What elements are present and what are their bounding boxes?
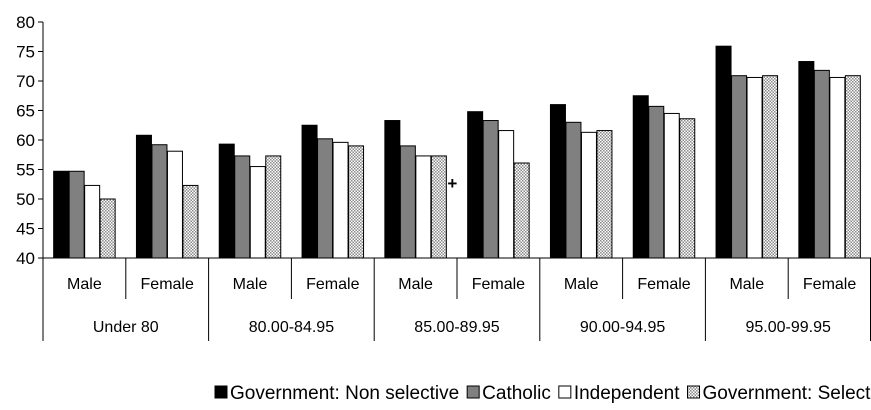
legend-label: Catholic — [482, 383, 551, 404]
bar-government-non-selective-0 — [53, 170, 70, 259]
bar-independent-1 — [166, 150, 183, 259]
x-group-label: 90.00-94.95 — [580, 319, 666, 336]
bar-catholic-2 — [234, 155, 251, 259]
bar-catholic-8 — [731, 75, 748, 259]
bar-catholic-7 — [648, 105, 665, 259]
x-group-label: Under 80 — [93, 319, 159, 336]
x-tick-label: Female — [306, 276, 359, 293]
bar-independent-2 — [249, 166, 266, 259]
y-tick-label: 80 — [16, 13, 35, 32]
x-tick-label: Male — [67, 276, 102, 293]
x-tick-label: Male — [233, 276, 268, 293]
annotations: + — [447, 174, 457, 193]
bar-government-non-selective-3 — [301, 124, 318, 259]
bar-catholic-6 — [565, 121, 582, 259]
legend: Government: Non selective Catholic Indepen… — [214, 383, 871, 404]
x-tick-label: Male — [564, 276, 599, 293]
x-tick-label: Female — [141, 276, 194, 293]
y-tick-label: 55 — [16, 161, 35, 180]
bar-government-selective-4 — [430, 155, 447, 259]
bars — [53, 45, 861, 259]
bar-catholic-9 — [813, 69, 830, 259]
x-tick-label: Female — [472, 276, 525, 293]
bar-government-selective-8 — [762, 75, 779, 259]
bar-independent-3 — [332, 141, 349, 259]
legend-swatch — [687, 385, 700, 399]
bar-government-non-selective-2 — [218, 143, 235, 259]
bar-government-selective-6 — [596, 130, 613, 259]
y-tick-label: 70 — [16, 72, 35, 91]
bar-catholic-5 — [482, 120, 499, 259]
x-tick-label: Male — [729, 276, 764, 293]
bar-government-non-selective-8 — [715, 45, 732, 259]
bar-government-non-selective-9 — [798, 61, 815, 259]
bar-independent-8 — [746, 76, 763, 259]
bar-independent-6 — [580, 131, 597, 259]
bar-government-selective-7 — [679, 118, 696, 259]
x-group-label: 80.00-84.95 — [249, 319, 335, 336]
y-axis: 40 45 50 55 60 65 70 75 80 — [16, 13, 44, 268]
legend-swatch — [214, 385, 228, 399]
x-tick-label: Male — [398, 276, 433, 293]
legend-label: Government: Non selective — [230, 383, 459, 404]
x-group-label: 95.00-99.95 — [745, 319, 831, 336]
y-tick-label: 60 — [16, 131, 35, 150]
bar-government-selective-0 — [99, 198, 116, 259]
bar-government-selective-9 — [844, 75, 861, 259]
bar-independent-0 — [84, 184, 101, 259]
legend-swatch — [558, 385, 572, 399]
annotation-marker: + — [447, 174, 457, 193]
bar-government-non-selective-5 — [467, 111, 484, 259]
bar-government-non-selective-6 — [549, 104, 566, 259]
bar-catholic-1 — [151, 144, 168, 259]
x-axis: Male Female Male Female Male Female Male Female… — [42, 257, 871, 341]
x-tick-label: Female — [637, 276, 690, 293]
bar-government-non-selective-7 — [632, 95, 649, 259]
bar-government-selective-5 — [513, 162, 530, 259]
y-tick-label: 40 — [16, 249, 35, 268]
legend-swatch — [466, 385, 480, 399]
bar-independent-5 — [498, 130, 515, 259]
bar-government-selective-2 — [265, 155, 282, 259]
legend-label: Independent — [574, 383, 680, 404]
y-tick-label: 50 — [16, 190, 35, 209]
bar-government-non-selective-4 — [384, 120, 401, 259]
bar-government-non-selective-1 — [135, 134, 152, 259]
y-tick-label: 75 — [16, 43, 35, 62]
y-tick-label: 45 — [16, 220, 35, 239]
x-group-label: 85.00-89.95 — [414, 319, 500, 336]
bar-catholic-4 — [399, 145, 416, 259]
bar-independent-4 — [415, 155, 432, 259]
bar-catholic-0 — [68, 170, 85, 259]
bar-catholic-3 — [317, 138, 334, 259]
legend-label: Government: Selective — [703, 383, 871, 404]
bar-government-selective-3 — [348, 145, 365, 259]
bar-independent-9 — [829, 76, 846, 259]
y-tick-label: 65 — [16, 102, 35, 121]
x-tick-label: Female — [803, 276, 856, 293]
bar-independent-7 — [663, 112, 680, 259]
bar-government-selective-1 — [182, 184, 199, 259]
